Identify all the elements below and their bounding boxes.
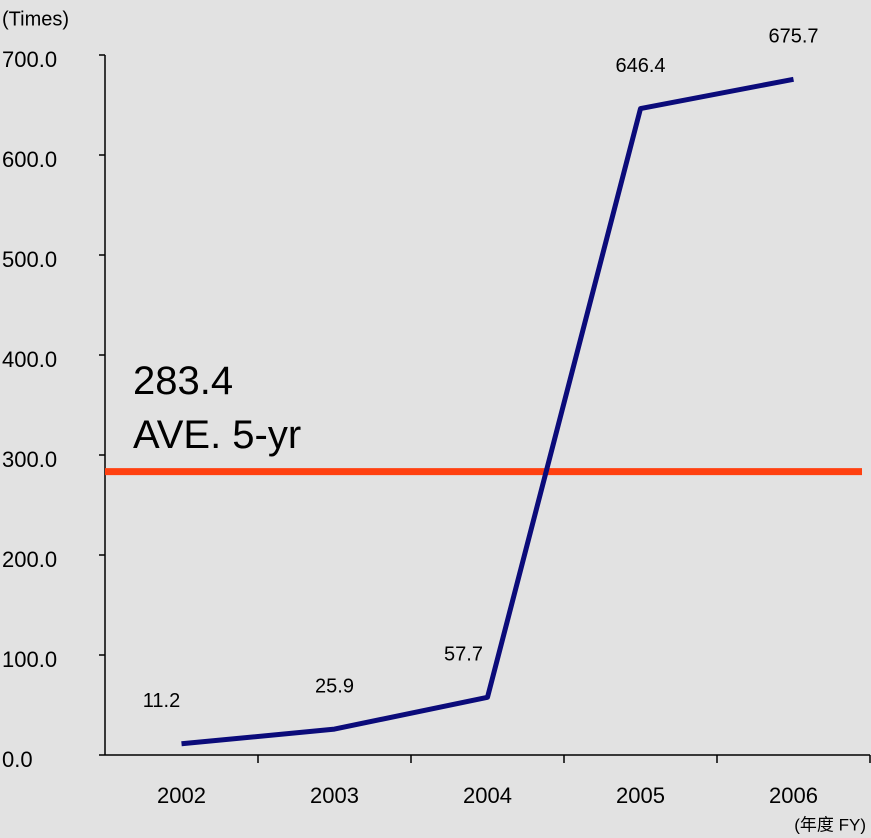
x-axis-label: (年度 FY) bbox=[794, 815, 866, 834]
data-label: 675.7 bbox=[768, 26, 818, 48]
data-label: 57.7 bbox=[444, 644, 483, 666]
x-tick-label: 2006 bbox=[769, 783, 818, 808]
y-tick-label: 300.0 bbox=[2, 447, 57, 472]
x-tick-label: 2003 bbox=[310, 783, 359, 808]
data-label: 11.2 bbox=[143, 690, 180, 712]
data-label: 646.4 bbox=[615, 55, 665, 77]
x-tick-label: 2002 bbox=[157, 783, 206, 808]
y-tick-label: 100.0 bbox=[2, 647, 57, 672]
x-tick-label: 2005 bbox=[616, 783, 665, 808]
average-label: AVE. 5-yr bbox=[133, 413, 301, 457]
y-tick-label: 500.0 bbox=[2, 247, 57, 272]
y-tick-label: 600.0 bbox=[2, 147, 57, 172]
data-line bbox=[181, 76, 794, 747]
y-tick-label: 400.0 bbox=[2, 347, 57, 372]
average-value: 283.4 bbox=[133, 359, 233, 403]
y-tick-label: 200.0 bbox=[2, 547, 57, 572]
y-axis-label: (Times) bbox=[2, 8, 69, 30]
y-tick-label: 0.0 bbox=[2, 747, 33, 772]
x-tick-label: 2004 bbox=[463, 783, 512, 808]
data-label: 25.9 bbox=[315, 675, 354, 697]
y-tick-label: 700.0 bbox=[2, 47, 57, 72]
